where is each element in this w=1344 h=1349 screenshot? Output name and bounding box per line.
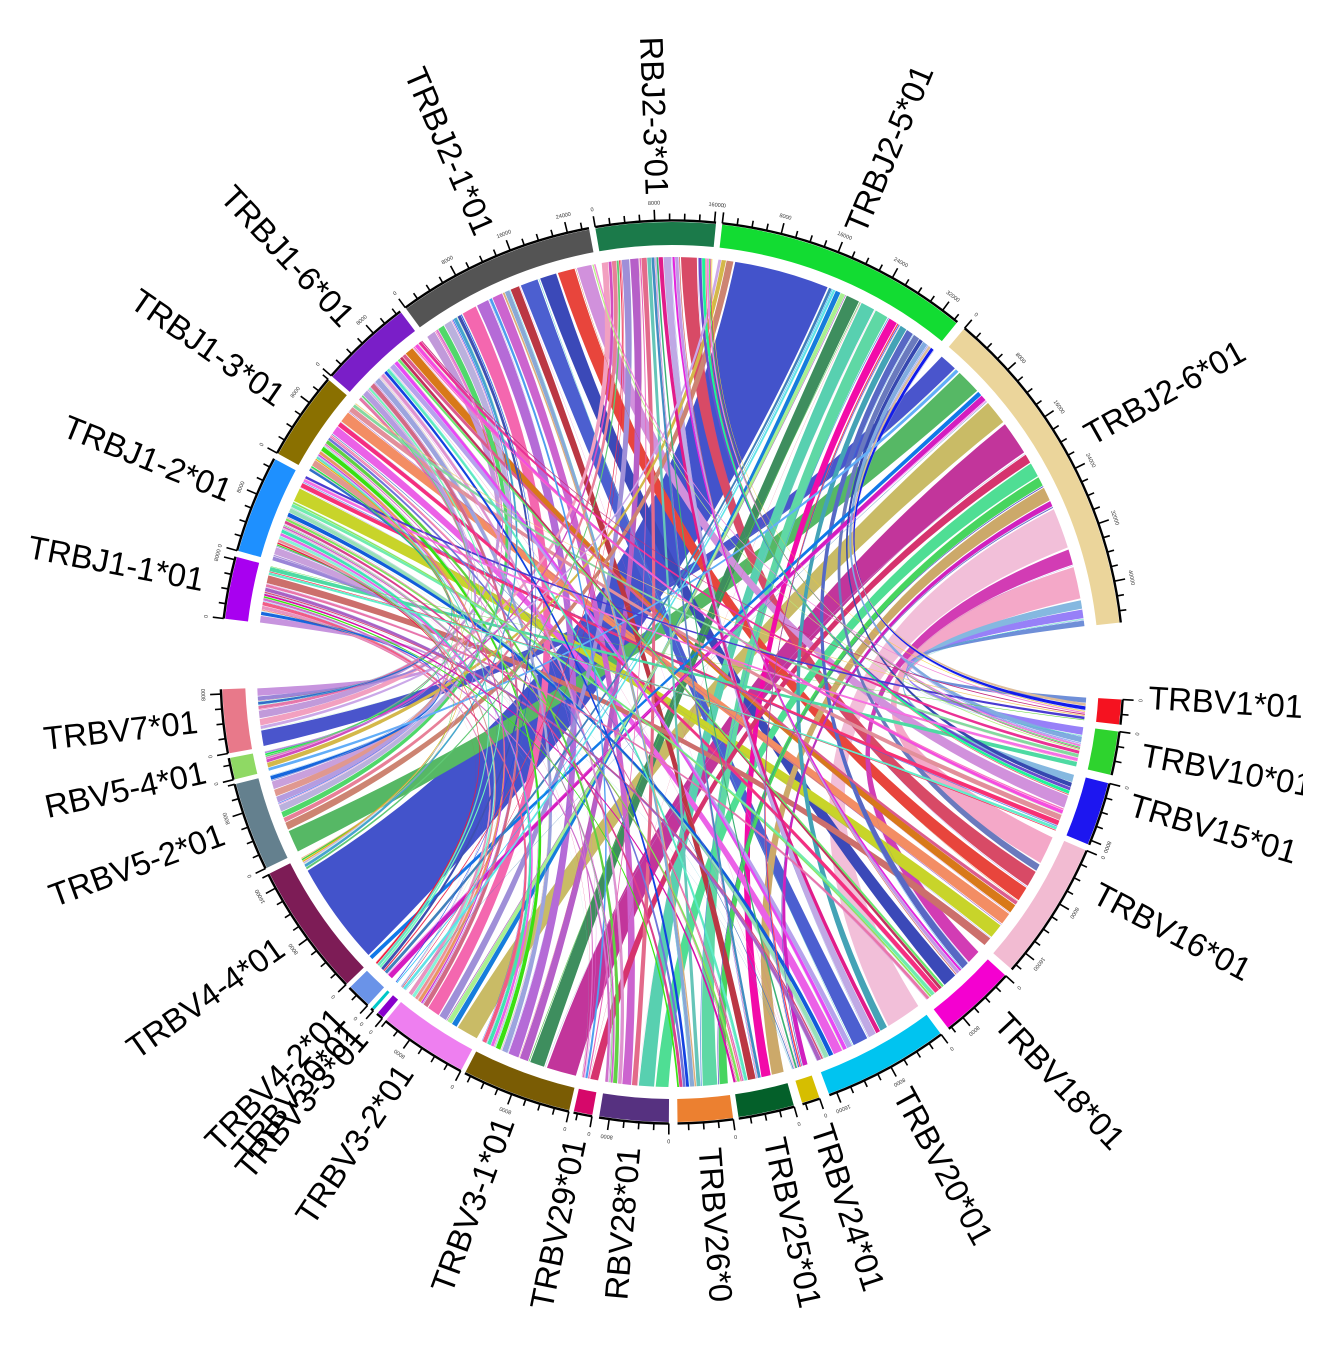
svg-text:0: 0 [1137,699,1143,702]
svg-text:0: 0 [722,203,726,209]
svg-text:8000: 8000 [201,689,208,702]
svg-text:8000: 8000 [648,201,660,207]
svg-text:0: 0 [667,1137,670,1143]
svg-text:RBJ2-3*01: RBJ2-3*01 [633,36,676,196]
